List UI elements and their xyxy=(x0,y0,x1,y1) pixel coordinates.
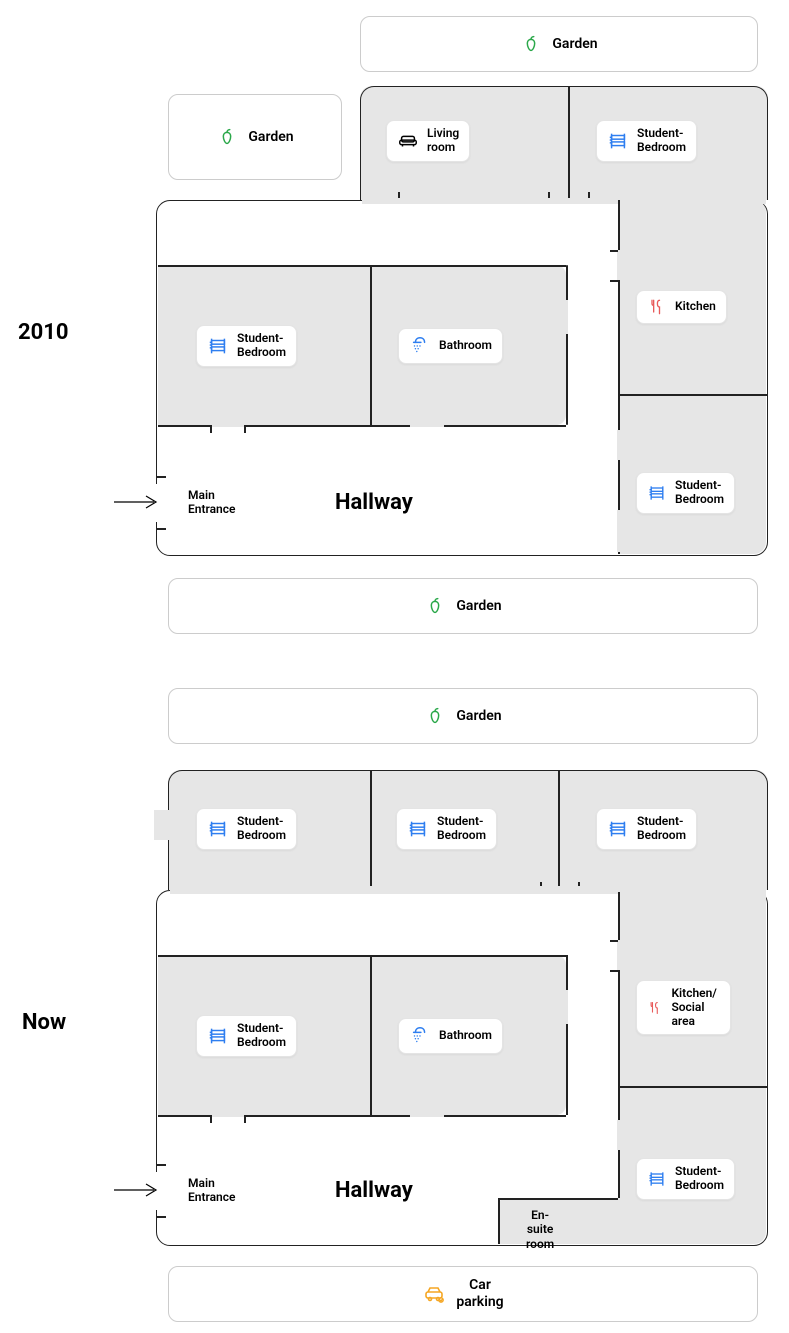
student-bedroom-label: Student- Bedroom xyxy=(396,808,497,850)
garden-label: Garden xyxy=(456,708,501,725)
year-2010-label: 2010 xyxy=(18,320,69,345)
top-block-divider xyxy=(568,86,570,200)
bathroom-label: Bathroom xyxy=(398,328,503,364)
car-parking-label: Car parking xyxy=(456,1277,503,1311)
garden-top-banner: Garden xyxy=(360,16,758,72)
student-bedroom-label: Student- Bedroom xyxy=(596,808,697,850)
apple-icon xyxy=(424,705,446,727)
year-now-label: Now xyxy=(22,1010,66,1035)
top-block-divider-1 xyxy=(370,770,372,890)
bunkbed-icon xyxy=(407,818,429,840)
bunkbed-icon xyxy=(647,1169,667,1189)
main-entrance-label: Main Entrance xyxy=(188,1176,235,1205)
garden-top-banner: Garden xyxy=(168,688,758,744)
apple-icon xyxy=(424,595,446,617)
sofa-icon xyxy=(397,130,419,152)
bunkbed-icon xyxy=(647,483,667,503)
hallway-label: Hallway xyxy=(335,490,413,515)
student-bedroom-label: Student- Bedroom xyxy=(636,472,735,514)
bunkbed-icon xyxy=(607,130,629,152)
ensuite-label: En-suite room xyxy=(526,1208,554,1251)
bunkbed-icon xyxy=(207,818,229,840)
garden-label: Garden xyxy=(552,36,597,53)
bunkbed-icon xyxy=(207,335,229,357)
mid-block-divider xyxy=(370,265,372,425)
student-bedroom-label: Student- Bedroom xyxy=(196,808,297,850)
student-bedroom-label: Student- Bedroom xyxy=(196,325,297,367)
apple-icon xyxy=(216,126,238,148)
bathroom-label: Bathroom xyxy=(398,1018,503,1054)
hallway-label: Hallway xyxy=(335,1178,413,1203)
student-bedroom-label: Student- Bedroom xyxy=(636,1158,735,1200)
bunkbed-icon xyxy=(207,1025,229,1047)
right-block-divider xyxy=(618,1086,768,1088)
mid-block-divider xyxy=(370,955,372,1115)
student-bedroom-label: Student- Bedroom xyxy=(196,1015,297,1057)
car-icon xyxy=(422,1282,446,1306)
right-block-divider xyxy=(618,394,768,396)
ensuite-fill xyxy=(498,1198,618,1244)
apple-icon xyxy=(520,33,542,55)
bunkbed-icon xyxy=(607,818,629,840)
garden-label: Garden xyxy=(456,598,501,615)
right-block-wall xyxy=(618,892,620,1198)
kitchen-social-label: Kitchen/ Social area xyxy=(636,980,731,1035)
floorplan-comparison: 2010 Now Garden Garden Living room Stude… xyxy=(0,0,789,1333)
car-parking-banner: Car parking xyxy=(168,1266,758,1322)
arrow-icon xyxy=(112,492,158,512)
kitchen-label: Kitchen xyxy=(636,290,727,324)
top-block-divider-2 xyxy=(558,770,560,890)
main-entrance-label: Main Entrance xyxy=(188,488,235,517)
garden-left-banner: Garden xyxy=(168,94,342,180)
garden-label: Garden xyxy=(248,129,293,146)
shower-icon xyxy=(409,335,431,357)
living-room-label: Living room xyxy=(386,120,470,162)
cutlery-icon xyxy=(647,998,663,1018)
arrow-icon xyxy=(112,1180,158,1200)
student-bedroom-label: Student- Bedroom xyxy=(596,120,697,162)
shower-icon xyxy=(409,1025,431,1047)
cutlery-icon xyxy=(647,297,667,317)
garden-bottom-banner: Garden xyxy=(168,578,758,634)
